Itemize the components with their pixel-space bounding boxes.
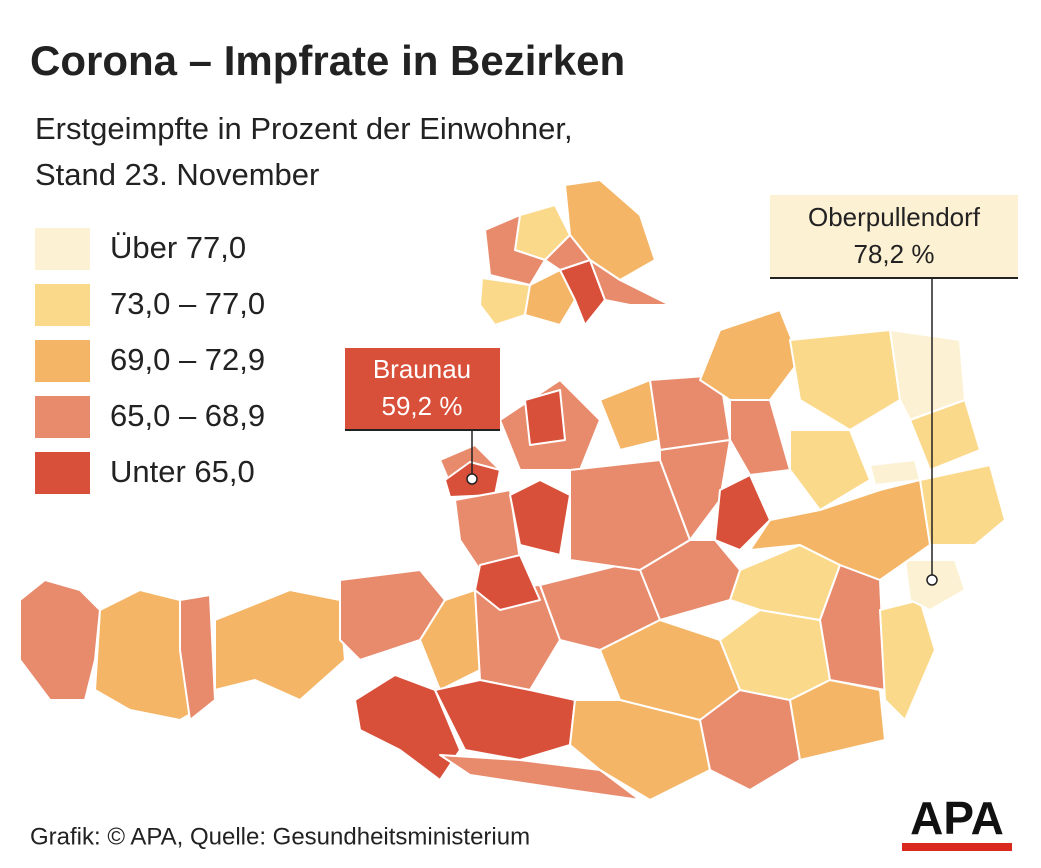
region bbox=[714, 474, 771, 551]
legend-label: 73,0 – 77,0 bbox=[110, 286, 265, 321]
callout-box bbox=[770, 195, 1018, 278]
region bbox=[789, 329, 901, 431]
region bbox=[544, 234, 591, 271]
region bbox=[354, 674, 461, 781]
region bbox=[879, 599, 936, 721]
region bbox=[439, 754, 641, 801]
region bbox=[659, 439, 731, 541]
source: Grafik: © APA, Quelle: Gesundheitsminist… bbox=[30, 823, 530, 850]
region bbox=[179, 594, 216, 721]
region bbox=[729, 399, 791, 476]
legend-swatch bbox=[35, 228, 90, 270]
region bbox=[909, 399, 981, 471]
legend-label: Unter 65,0 bbox=[110, 454, 255, 489]
region bbox=[479, 277, 531, 326]
subtitle: Erstgeimpfte in Prozent der Einwohner, bbox=[35, 111, 573, 146]
logo-bar bbox=[902, 843, 1012, 851]
legend-label: 69,0 – 72,9 bbox=[110, 342, 265, 377]
legend-swatch bbox=[35, 284, 90, 326]
region bbox=[904, 559, 966, 611]
region bbox=[789, 429, 871, 511]
legend-label: Über 77,0 bbox=[110, 230, 246, 265]
region bbox=[474, 554, 541, 611]
region bbox=[639, 539, 741, 621]
callout-point bbox=[926, 574, 938, 586]
austria-map bbox=[19, 309, 1006, 801]
region bbox=[524, 269, 576, 326]
callout-name: Braunau bbox=[373, 354, 471, 384]
region bbox=[569, 699, 711, 801]
title: Corona – Impfrate in Bezirken bbox=[30, 37, 625, 84]
region bbox=[699, 309, 801, 401]
region bbox=[19, 579, 101, 701]
legend-label: 65,0 – 68,9 bbox=[110, 398, 265, 433]
legend: Über 77,0 73,0 – 77,0 69,0 – 72,9 65,0 – 68… bbox=[35, 228, 265, 494]
region bbox=[509, 479, 571, 556]
callout-box bbox=[345, 348, 500, 430]
callout-point bbox=[466, 473, 478, 485]
subtitle: Stand 23. November bbox=[35, 157, 319, 192]
callout-name: Oberpullendorf bbox=[808, 202, 981, 232]
logo: APA bbox=[910, 792, 1004, 844]
vienna-inset bbox=[479, 179, 671, 326]
region bbox=[214, 589, 346, 701]
legend-swatch bbox=[35, 396, 90, 438]
region bbox=[789, 679, 886, 761]
region bbox=[524, 389, 566, 446]
callout-value: 78,2 % bbox=[854, 239, 935, 269]
legend-swatch bbox=[35, 340, 90, 382]
region bbox=[749, 479, 931, 581]
legend-swatch bbox=[35, 452, 90, 494]
callout-value: 59,2 % bbox=[382, 391, 463, 421]
region bbox=[589, 259, 671, 306]
